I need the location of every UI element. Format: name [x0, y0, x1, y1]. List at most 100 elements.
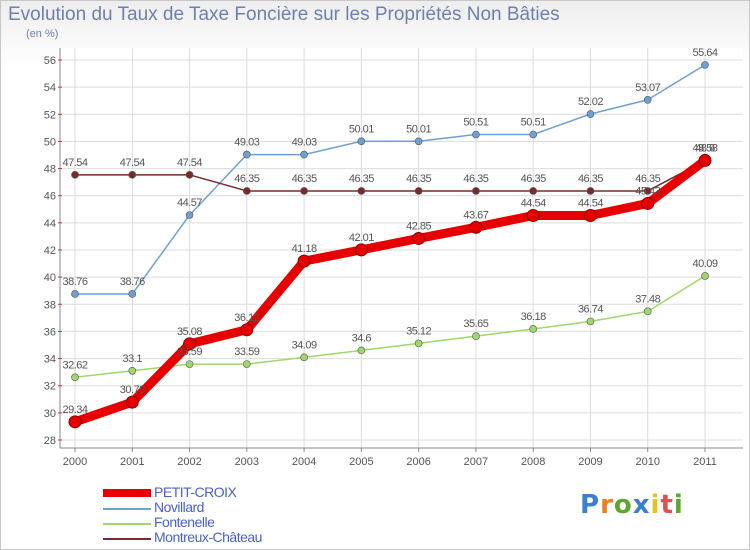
data-point-petit-croix	[583, 209, 597, 223]
data-point-fontenelle	[586, 317, 595, 326]
data-point-fontenelle	[300, 353, 308, 362]
data-point-fontenelle	[701, 272, 709, 280]
y-tick-label: 32	[44, 381, 56, 393]
legend-label-montreux-chateau: Montreux-Château	[154, 529, 262, 545]
data-point-montreux-chateau	[128, 171, 137, 179]
data-label-novillard: 55.64	[692, 47, 717, 59]
x-tick-label: 2001	[120, 456, 144, 468]
data-label-petit-croix: 43.67	[463, 209, 488, 221]
data-point-fontenelle	[643, 307, 652, 316]
data-label-novillard: 50.01	[349, 123, 374, 135]
data-point-petit-croix	[412, 231, 426, 245]
data-label-novillard: 53.07	[635, 82, 660, 94]
y-tick-label: 38	[44, 299, 56, 311]
data-label-petit-croix: 44.54	[578, 198, 603, 210]
data-point-novillard	[128, 290, 137, 298]
data-point-fontenelle	[529, 325, 537, 333]
y-tick-label: 56	[44, 55, 56, 67]
data-label-fontenelle: 34.09	[292, 339, 317, 351]
data-label-petit-croix: 44.54	[521, 198, 546, 210]
data-point-petit-croix	[240, 323, 254, 337]
data-label-novillard: 49.03	[234, 137, 259, 149]
data-point-petit-croix	[526, 209, 540, 223]
x-tick-label: 2007	[464, 456, 488, 468]
data-label-fontenelle: 40.09	[692, 258, 717, 270]
data-label-montreux-chateau: 46.35	[349, 173, 374, 185]
data-point-fontenelle	[185, 360, 194, 368]
data-label-montreux-chateau: 46.35	[578, 173, 603, 185]
data-point-fontenelle	[243, 360, 251, 368]
series-line-montreux-chateau	[74, 159, 706, 192]
x-tick-label: 2010	[635, 456, 659, 468]
data-point-fontenelle	[414, 339, 423, 348]
data-label-montreux-chateau: 46.35	[234, 173, 259, 185]
x-tick-label: 2000	[63, 456, 87, 468]
data-point-petit-croix	[354, 243, 368, 257]
data-point-novillard	[701, 61, 709, 69]
data-label-montreux-chateau: 46.35	[521, 173, 546, 185]
legend-swatch-fontenelle	[103, 523, 151, 525]
data-label-fontenelle: 32.62	[62, 359, 87, 371]
data-point-montreux-chateau	[357, 187, 366, 195]
data-label-fontenelle: 33.59	[234, 346, 259, 358]
y-tick-label: 46	[44, 191, 56, 203]
data-label-montreux-chateau: 46.35	[463, 173, 488, 185]
data-point-petit-croix	[125, 395, 139, 409]
x-tick-label: 2008	[521, 456, 545, 468]
data-point-petit-croix	[68, 415, 82, 429]
data-label-novillard: 38.76	[62, 276, 87, 288]
data-label-petit-croix: 42.85	[406, 220, 431, 232]
data-label-petit-croix: 42.01	[349, 232, 374, 244]
data-label-montreux-chateau: 46.35	[406, 173, 431, 185]
data-point-montreux-chateau	[185, 171, 194, 179]
y-tick-label: 40	[44, 272, 56, 284]
data-label-fontenelle: 36.74	[578, 303, 603, 315]
x-tick-label: 2004	[292, 456, 316, 468]
data-label-novillard: 49.03	[292, 137, 317, 149]
data-point-novillard	[185, 211, 194, 219]
legend-swatch-petit-croix	[103, 489, 151, 497]
data-label-petit-croix: 41.18	[292, 243, 317, 255]
data-point-montreux-chateau	[300, 187, 308, 195]
data-point-novillard	[243, 150, 251, 159]
data-label-fontenelle: 35.65	[463, 318, 488, 330]
data-label-petit-croix: 35.08	[177, 326, 202, 338]
series-line-fontenelle	[74, 275, 706, 379]
data-point-novillard	[71, 290, 79, 298]
data-point-petit-croix	[469, 220, 483, 234]
data-label-fontenelle: 33.59	[177, 346, 202, 358]
data-point-montreux-chateau	[71, 171, 79, 179]
data-label-novillard: 50.51	[521, 117, 546, 129]
y-tick-label: 34	[44, 354, 56, 366]
series-line-novillard	[74, 64, 706, 295]
proxiti-logo: Proxiti	[580, 490, 684, 520]
data-label-novillard: 50.01	[406, 123, 431, 135]
x-tick-label: 2005	[349, 456, 373, 468]
data-point-fontenelle	[472, 332, 480, 340]
x-tick-label: 2003	[235, 456, 259, 468]
data-label-fontenelle: 37.48	[635, 293, 660, 305]
data-point-novillard	[300, 150, 308, 159]
data-point-novillard	[414, 137, 423, 146]
legend-label-petit-croix: PETIT-CROIX	[154, 484, 237, 500]
legend-swatch-novillard	[103, 508, 151, 510]
data-point-novillard	[472, 130, 480, 139]
data-point-novillard	[529, 130, 537, 139]
plot-area	[60, 48, 743, 448]
data-label-montreux-chateau: 46.35	[292, 173, 317, 185]
x-tick-label: 2009	[578, 456, 602, 468]
y-tick-label: 28	[44, 435, 56, 447]
y-tick-label: 36	[44, 326, 56, 338]
series-line-petit-croix	[70, 155, 710, 427]
data-label-petit-croix: 45.43	[635, 185, 660, 197]
data-label-petit-croix: 36.12	[234, 312, 259, 324]
data-point-montreux-chateau	[472, 187, 480, 195]
data-label-novillard: 50.51	[463, 117, 488, 129]
x-tick-label: 2006	[406, 456, 430, 468]
data-label-fontenelle: 35.12	[406, 325, 431, 337]
data-label-petit-croix: 29.34	[62, 404, 87, 416]
data-point-montreux-chateau	[529, 187, 537, 195]
legend-swatch-montreux-chateau	[103, 538, 151, 540]
y-tick-label: 48	[44, 164, 56, 176]
